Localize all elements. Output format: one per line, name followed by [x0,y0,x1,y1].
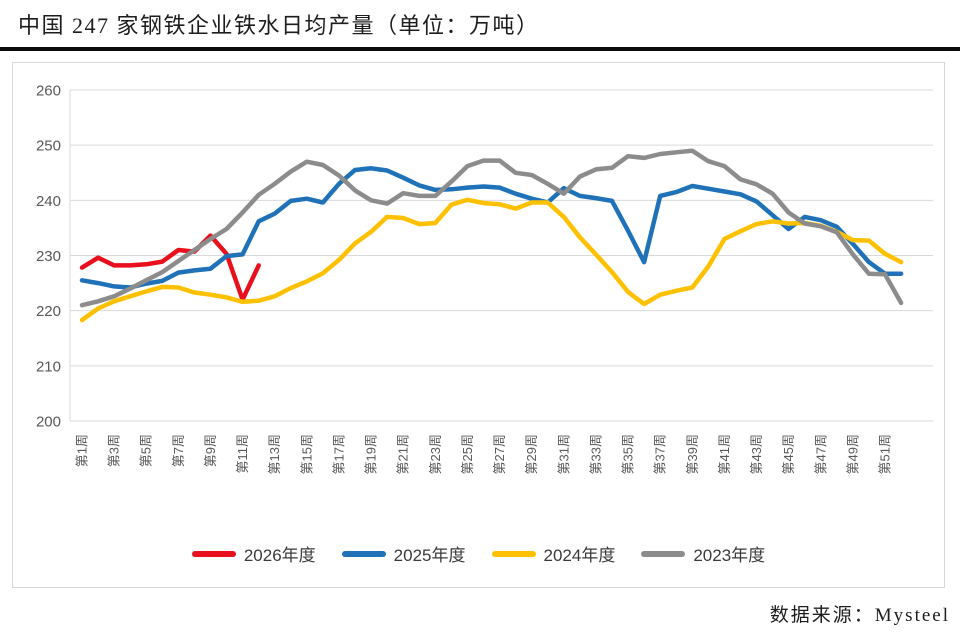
legend-swatch [641,550,686,557]
x-axis-label: 第41周 [717,434,732,474]
legend-swatch [491,550,536,557]
x-axis-label: 第15周 [299,434,314,474]
x-axis-label: 第23周 [428,434,443,474]
y-axis-label: 260 [36,83,61,100]
chart-title: 中国 247 家钢铁企业铁水日均产量（单位：万吨） [18,13,540,38]
line-chart: 200 210 220 230 240 250 260 第1周 第3周 第5周 第7周 第9周 第11周… [36,83,933,474]
chart-panel: 200 210 220 230 240 250 260 第1周 第3周 第5周 第7周 第9周 第11周… [12,62,945,588]
x-axis-label: 第51周 [878,434,893,474]
x-axis-label: 第43周 [749,434,764,474]
x-axis-label: 第3周 [107,434,122,467]
x-axis-label: 第31周 [556,434,571,474]
legend-swatch [191,550,236,557]
x-axis-label: 第27周 [492,434,507,474]
legend-label: 2023年度 [693,546,766,565]
x-axis-label: 第11周 [235,434,250,474]
y-axis-label: 240 [36,193,61,210]
legend-label: 2025年度 [393,546,466,565]
legend-swatch [341,550,386,557]
x-axis-label: 第39周 [685,434,700,474]
y-axis-label: 200 [36,414,61,431]
title-divider [0,47,960,51]
x-axis-label: 第7周 [171,434,186,467]
legend-item: 2024年度 [491,541,616,566]
x-axis-label: 第25周 [460,434,475,474]
series-line-2023 [79,148,904,308]
legend-item: 2023年度 [641,541,765,566]
x-axis-label: 第33周 [588,434,603,474]
y-axis-label: 250 [36,138,61,155]
series-line-2026 [79,233,261,302]
legend-label: 2026年度 [243,546,316,565]
x-axis-label: 第29周 [524,434,539,474]
x-axis-label: 第5周 [139,434,154,467]
x-axis-label: 第21周 [396,434,411,474]
legend-item: 2026年度 [191,541,316,566]
x-axis-label: 第13周 [267,434,282,474]
x-axis-label: 第17周 [331,434,346,474]
x-axis-label: 第45周 [781,434,796,474]
series-line-2024 [79,197,904,323]
x-axis-label: 第19周 [364,434,379,474]
series-line-2025 [79,166,904,290]
x-axis-label: 第37周 [653,434,668,474]
x-axis-label: 第47周 [813,434,828,474]
legend-item: 2025年度 [341,541,466,566]
data-source-label: 数据来源：Mysteel [769,605,950,626]
chart-legend: 2026年度 2025年度 2024年度 2023年度 [13,541,944,566]
x-axis-label: 第49周 [845,434,860,474]
x-axis-label: 第35周 [621,434,636,474]
x-axis-label: 第9周 [203,434,218,467]
y-axis-label: 230 [36,248,61,265]
legend-label: 2024年度 [543,546,616,565]
y-axis-label: 220 [36,303,61,320]
y-axis-label: 210 [36,358,61,375]
x-axis-label: 第1周 [75,434,90,467]
